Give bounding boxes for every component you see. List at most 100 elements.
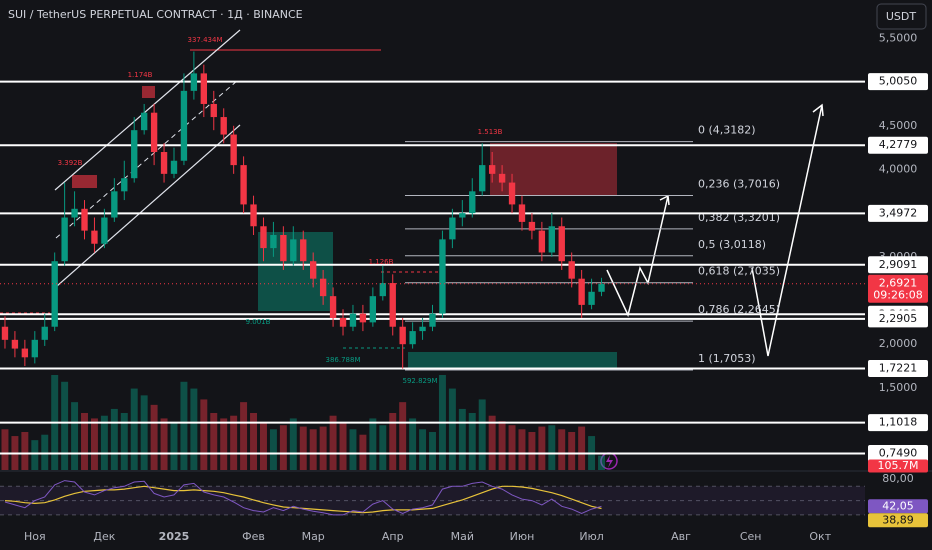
volume-label: 105.7M [878,459,919,472]
candle-body [41,326,48,340]
annotation: 1.174B [128,71,153,79]
candle-body [439,239,446,314]
candle-body [459,213,466,218]
candle-body [131,130,138,179]
candle-body [568,261,575,279]
volume-bar [478,399,486,470]
x-tick-label: Май [451,530,474,543]
currency-button-label[interactable]: USDT [886,10,917,23]
candle-body [31,339,38,358]
candle-body [270,235,277,249]
volume-bar [548,425,556,470]
candle-body [548,226,555,253]
volume-bar [498,421,506,470]
fib-label: 0 (4,3182) [698,124,756,137]
candle-body [240,165,247,205]
volume-bar [41,434,49,470]
rsi-ma-value-label-box [868,513,928,528]
candle-body [250,204,257,227]
candle-body [419,326,426,332]
channel-line [56,124,241,287]
y-tick-label: 5,5000 [879,31,918,44]
volume-bar [170,422,178,470]
annotation: 337.434M [188,36,223,44]
candle-body [449,217,456,240]
candle-body [518,204,526,222]
x-tick-label: 2025 [159,530,190,543]
volume-bar [200,399,208,470]
candle-body [310,261,317,279]
zone-box [72,175,97,188]
candle-body [111,191,118,218]
rsi-line [4,480,602,516]
candle-body [578,278,585,305]
y-tick-label: 1,5000 [879,381,918,394]
x-tick-label: Фев [242,530,265,543]
candle-body [339,317,347,327]
rsi-ma-value-label: 38,89 [882,513,914,526]
volume-bar [458,408,466,470]
volume-bar [250,413,258,470]
candle-body [329,296,337,318]
level-label-box [868,444,928,462]
volume-bar [598,455,606,470]
candle-body [349,313,357,327]
volume-bar [1,429,9,470]
volume-bar [339,422,347,470]
volume-bar [419,429,427,470]
volume-bar [90,418,98,470]
candle-body [409,331,416,345]
candle-body [160,152,168,174]
candle-body [300,239,307,262]
candle-body [190,73,198,91]
volume-bar [150,404,158,470]
current-price-box [868,274,928,303]
level-label-box [868,414,928,432]
candle-body [588,291,595,305]
level-label-box [868,73,928,91]
candle-body [479,165,486,192]
volume-bar [180,381,188,470]
candle-body [140,112,148,131]
level-label: 4,2779 [879,138,918,151]
volume-bar [140,395,148,470]
zone-box [408,352,617,370]
volume-bar [100,415,108,470]
event-icon-bolt [606,455,613,468]
x-tick-label: Сен [740,530,762,543]
projection-arrow [751,103,824,357]
countdown-label: 09:26:08 [873,289,922,302]
currency-button[interactable] [876,3,927,30]
volume-bar [289,418,297,470]
y-tick-label: 4,0000 [879,162,918,175]
x-tick-label: Авг [671,530,691,543]
volume-bar [379,425,387,470]
volume-bar [71,402,79,470]
candle-body [389,283,396,327]
candle-body [150,112,158,153]
volume-bar [269,429,277,470]
candle-body [61,217,68,262]
x-tick-label: Июн [510,530,535,543]
annotation: 1.126B [369,258,394,266]
level-label-box [868,359,928,377]
candle-body [51,261,58,327]
volume-bar [578,426,586,470]
volume-bar [210,413,218,470]
candle-body [538,230,546,253]
chart-title: SUI / TetherUS PERPETUAL CONTRACT · 1Д ·… [8,8,303,21]
candle-body [101,217,108,244]
volume-bar [220,418,228,470]
level-label-box [868,256,928,274]
level-label: 1,7221 [879,361,918,374]
volume-label-box [868,459,928,473]
fib-label: 0,786 (2,2645) [698,303,780,316]
candle-body [91,230,98,244]
level-label: 1,1018 [879,416,918,429]
fib-label: 0,618 (2,7035) [698,265,780,278]
fib-label: 0,5 (3,0118) [698,238,766,251]
volume-bar [299,426,307,470]
level-label-box [868,204,928,222]
volume-bar [319,426,327,470]
